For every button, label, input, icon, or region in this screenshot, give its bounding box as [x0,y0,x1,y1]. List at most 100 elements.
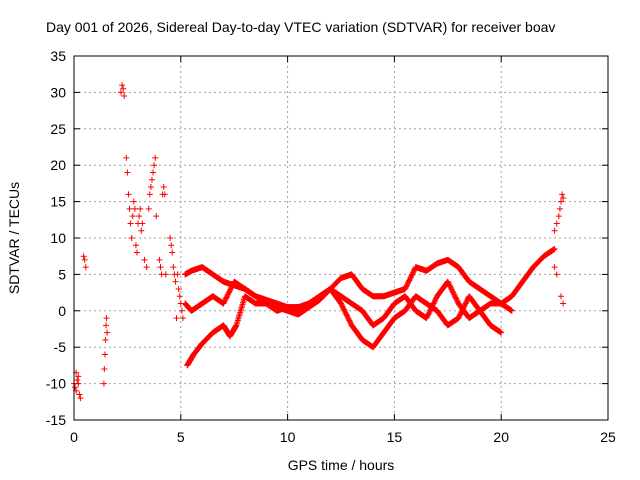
data-point-late-22 [558,293,565,300]
data-point-start-cluster [75,380,82,387]
y-tick-label: 15 [50,194,66,210]
data-point-group-4.5-5.2 [173,315,180,322]
data-point-group-2.5-4.5 [127,220,134,227]
data-point-group-2.5-4.5 [143,264,150,271]
data-point-group-2.5-4.5 [150,169,157,176]
x-tick-label: 25 [600,429,616,445]
data-point-group-4.5-5.2 [169,249,176,256]
data-point-group-2.5-4.5 [148,176,155,183]
data-point-group-2.5-4.5 [123,154,130,161]
data-point-rise-1.4 [104,329,111,336]
y-tick-label: -15 [46,412,66,428]
x-tick-label: 10 [280,429,296,445]
data-point-group-2.5-4.5 [138,227,145,234]
data-point-group-2.5-4.5 [129,213,136,220]
data-point-group-2.5-4.5 [136,213,143,220]
y-axis-label: SDTVAR / TECUs [6,182,22,294]
data-point-group-4.5-5.2 [178,307,185,314]
data-point-rise-1.4 [101,351,108,358]
data-point-group-2.5-4.5 [137,205,144,212]
data-point-start-cluster [75,373,82,380]
axis-ticks: 0 5 10 15 20 25 -15 -10 -5 0 5 10 15 20 25 30 35 [46,48,616,445]
data-point-group-4.5-5.2 [172,278,179,285]
plot-frame [73,55,609,421]
data-point-late-22 [553,220,560,227]
y-tick-label: -5 [54,339,67,355]
data-point-start-cluster [72,384,79,391]
data-point-rise-1.4 [101,366,108,373]
chart-title: Day 001 of 2026, Sidereal Day-to-day VTE… [46,19,555,35]
data-point-group-4.5-5.2 [176,293,183,300]
y-tick-label: 30 [50,84,66,100]
data-point-group-2.5-4.5 [126,205,133,212]
data-point-group-2.5-4.5 [157,264,164,271]
x-axis-label: GPS time / hours [288,457,395,473]
data-point-group-2.5-4.5 [146,191,153,198]
y-tick-label: -10 [46,376,66,392]
grid [74,56,608,420]
data-point-spike-2.2 [119,82,126,89]
data-point-early-a [81,256,88,263]
data-point-group-2.5-4.5 [132,242,139,249]
y-tick-label: 20 [50,157,66,173]
data-point-late-22 [555,213,562,220]
data-point-rise-1.4 [103,322,110,329]
y-tick-label: 5 [58,266,66,282]
data-point-early-a [80,253,87,260]
data-points [71,82,567,402]
data-point-group-2.5-4.5 [153,213,160,220]
data-point-group-4.5-5.2 [175,285,182,292]
data-point-group-2.5-4.5 [145,205,152,212]
data-point-rise-1.4 [103,315,110,322]
data-point-rise-1.4 [100,380,107,387]
data-point-group-2.5-4.5 [125,191,132,198]
data-point-rise-1.4 [102,336,109,343]
data-point-group-2.5-4.5 [152,154,159,161]
data-point-start-cluster [77,395,84,402]
data-point-group-2.5-4.5 [147,184,154,191]
x-tick-label: 20 [493,429,509,445]
data-point-group-2.5-4.5 [162,271,169,278]
data-point-group-2.5-4.5 [128,235,135,241]
data-point-start-cluster [74,376,81,383]
data-point-late-22 [551,264,558,271]
data-point-group-4.5-5.2 [179,315,186,322]
data-point-late-22 [553,271,560,278]
y-tick-label: 10 [50,230,66,246]
data-point-group-2.5-4.5 [124,169,131,176]
data-point-group-2.5-4.5 [156,256,163,263]
data-point-group-2.5-4.5 [130,198,137,205]
x-tick-label: 0 [70,429,78,445]
data-point-group-4.5-5.2 [167,235,174,241]
data-point-late-22 [559,191,566,198]
data-point-start-cluster [76,391,83,398]
data-point-group-2.5-4.5 [139,220,146,227]
data-point-group-2.5-4.5 [134,249,141,256]
data-point-group-2.5-4.5 [141,256,148,263]
x-tick-label: 15 [387,429,403,445]
data-point-group-2.5-4.5 [151,162,158,169]
data-point-spike-2.2 [117,89,124,96]
data-point-late-22 [556,205,563,212]
data-point-late-22 [560,194,567,201]
data-point-group-4.5-5.2 [174,271,181,278]
data-point-early-a [82,264,89,271]
x-tick-label: 5 [177,429,185,445]
data-point-group-4.5-5.2 [168,242,175,249]
y-tick-label: 25 [50,121,66,137]
data-point-curve-upper [551,245,558,252]
data-point-group-2.5-4.5 [161,191,168,198]
data-point-late-22 [551,227,558,234]
y-tick-label: 35 [50,48,66,64]
data-point-curve-lower [508,307,515,314]
y-tick-label: 0 [58,303,66,319]
data-point-spike-2.2 [121,93,128,100]
data-point-group-2.5-4.5 [131,205,138,212]
data-point-curve-middle [498,329,505,336]
data-point-late-22 [558,198,565,205]
data-point-late-22 [560,300,567,307]
data-point-spike-2.2 [120,85,127,92]
data-point-group-2.5-4.5 [160,184,167,191]
data-point-group-4.5-5.2 [170,264,177,271]
